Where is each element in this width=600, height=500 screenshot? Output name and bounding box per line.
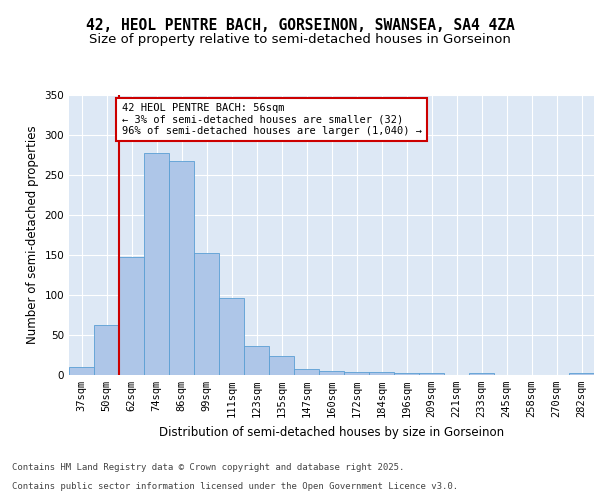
Bar xyxy=(69,367,94,375)
Text: Contains HM Land Registry data © Crown copyright and database right 2025.: Contains HM Land Registry data © Crown c… xyxy=(12,464,404,472)
X-axis label: Distribution of semi-detached houses by size in Gorseinon: Distribution of semi-detached houses by … xyxy=(159,426,504,438)
Bar xyxy=(119,256,144,375)
Text: 42 HEOL PENTRE BACH: 56sqm
← 3% of semi-detached houses are smaller (32)
96% of : 42 HEOL PENTRE BACH: 56sqm ← 3% of semi-… xyxy=(121,103,421,136)
Bar xyxy=(94,324,119,375)
Bar xyxy=(194,252,219,375)
Bar xyxy=(369,372,394,375)
Bar xyxy=(344,372,369,375)
Bar xyxy=(219,298,244,375)
Bar xyxy=(244,346,269,375)
Bar xyxy=(169,160,194,375)
Bar xyxy=(469,374,494,375)
Bar xyxy=(294,368,319,375)
Bar xyxy=(144,152,169,375)
Text: 42, HEOL PENTRE BACH, GORSEINON, SWANSEA, SA4 4ZA: 42, HEOL PENTRE BACH, GORSEINON, SWANSEA… xyxy=(86,18,514,32)
Y-axis label: Number of semi-detached properties: Number of semi-detached properties xyxy=(26,126,39,344)
Bar xyxy=(419,374,444,375)
Bar xyxy=(269,356,294,375)
Bar xyxy=(394,372,419,375)
Text: Contains public sector information licensed under the Open Government Licence v3: Contains public sector information licen… xyxy=(12,482,458,491)
Bar xyxy=(569,374,594,375)
Text: Size of property relative to semi-detached houses in Gorseinon: Size of property relative to semi-detach… xyxy=(89,32,511,46)
Bar xyxy=(319,371,344,375)
